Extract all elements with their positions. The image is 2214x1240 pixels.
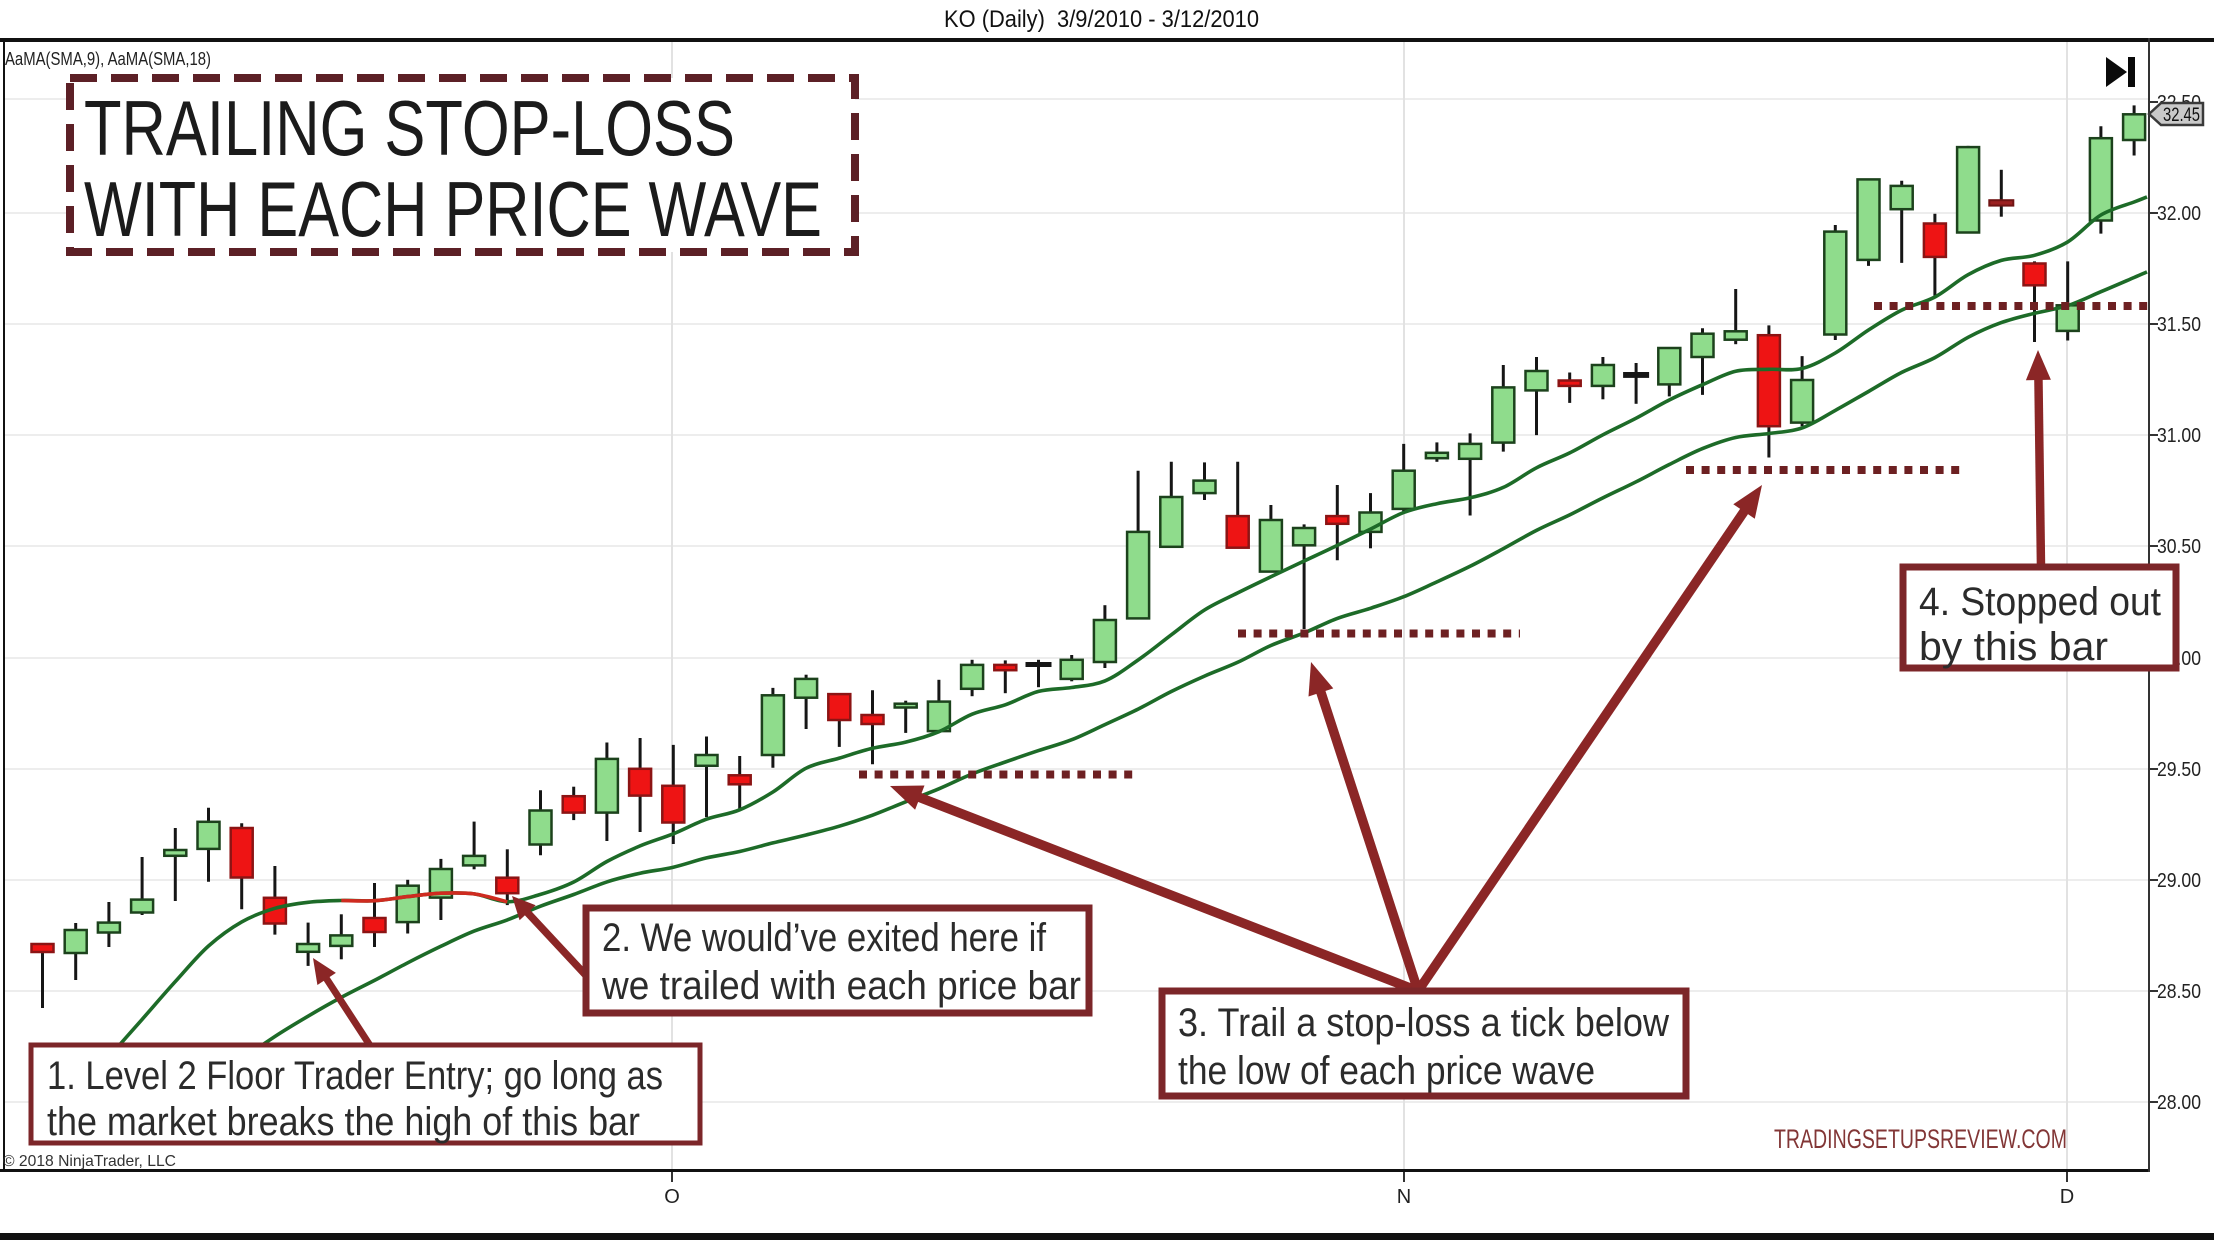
svg-text:1. Level 2 Floor Trader Entry;: 1. Level 2 Floor Trader Entry; go long a… [47,1054,663,1098]
svg-text:D: D [2060,1186,2074,1208]
svg-text:2. We would’ve exited here if: 2. We would’ve exited here if [602,916,1047,960]
svg-text:KO (Daily) 3/9/2010 - 3/12/20: KO (Daily) 3/9/2010 - 3/12/2010 [944,6,1259,33]
svg-text:3. Trail a stop-loss a tick be: 3. Trail a stop-loss a tick below [1178,1001,1669,1045]
svg-text:32.00: 32.00 [2157,203,2201,225]
svg-text:TRADINGSETUPSREVIEW.COM: TRADINGSETUPSREVIEW.COM [1774,1124,2067,1154]
svg-text:4. Stopped out: 4. Stopped out [1919,580,2161,624]
svg-text:the low of each price wave: the low of each price wave [1178,1049,1595,1093]
svg-text:AaMA(SMA,9), AaMA(SMA,18): AaMA(SMA,9), AaMA(SMA,18) [5,49,211,69]
svg-text:WITH EACH PRICE WAVE: WITH EACH PRICE WAVE [84,165,822,253]
svg-text:by this bar: by this bar [1919,625,2108,669]
svg-text:O: O [664,1186,680,1208]
svg-text:the market breaks the high of: the market breaks the high of this bar [47,1100,640,1144]
svg-text:© 2018 NinjaTrader, LLC: © 2018 NinjaTrader, LLC [3,1153,176,1170]
svg-text:31.50: 31.50 [2157,314,2201,336]
svg-text:TRAILING STOP-LOSS: TRAILING STOP-LOSS [84,84,735,172]
svg-text:29.00: 29.00 [2157,870,2201,892]
svg-text:31.00: 31.00 [2157,425,2201,447]
svg-text:30.50: 30.50 [2157,536,2201,558]
svg-text:we trailed with each price bar: we trailed with each price bar [601,964,1081,1008]
svg-text:29.50: 29.50 [2157,759,2201,781]
svg-text:28.00: 28.00 [2157,1092,2201,1114]
svg-text:28.50: 28.50 [2157,981,2201,1003]
svg-text:N: N [1397,1186,1411,1208]
svg-text:32.45: 32.45 [2163,105,2200,126]
